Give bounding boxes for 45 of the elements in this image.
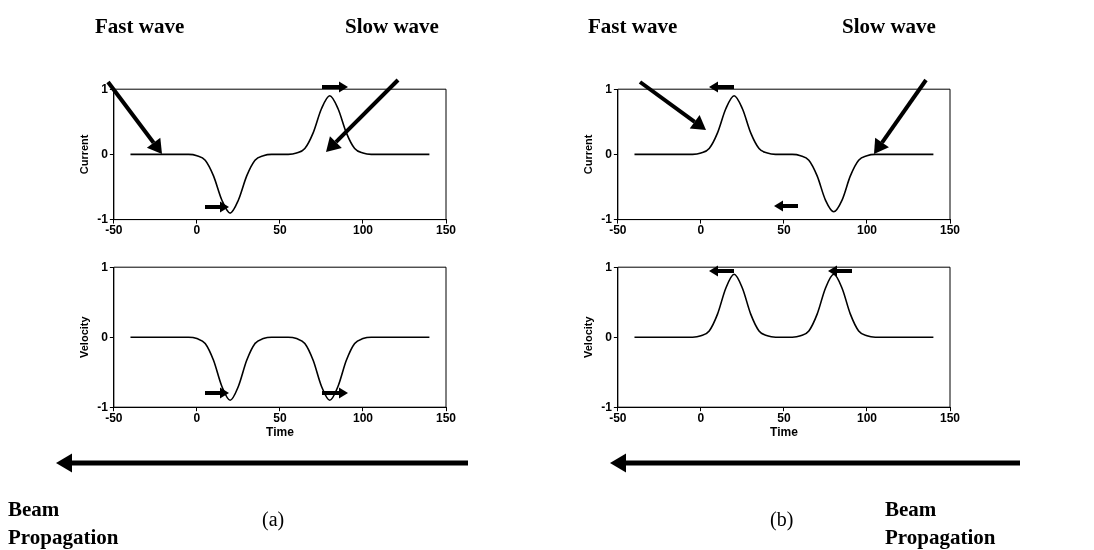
text: Slow wave [345, 13, 440, 40]
x-tick-label: 50 [273, 223, 287, 238]
y-tick-label: -1 [97, 211, 109, 226]
y-tick-label: 1 [605, 81, 613, 96]
x-tick-label: 100 [856, 410, 878, 425]
x-tick-label: 0 [697, 410, 705, 425]
x-tick-label: -50 [105, 223, 123, 238]
line-series [129, 336, 431, 401]
x-tick-label: 150 [939, 410, 961, 425]
line-series [633, 94, 935, 213]
y-axis-title: Current [581, 134, 594, 175]
y-tick-label: 1 [605, 259, 613, 274]
text: Slow wave [842, 13, 937, 40]
x-tick-label: 50 [273, 410, 287, 425]
x-tick-label: -50 [609, 223, 627, 238]
y-tick-label: 1 [101, 259, 109, 274]
text: Beam Propagation [885, 496, 997, 550]
y-axis-title: Velocity [581, 315, 594, 358]
y-axis-title: Velocity [77, 315, 90, 358]
y-tick-label: -1 [601, 211, 613, 226]
x-tick-label: 150 [939, 223, 961, 238]
y-tick-label: 0 [605, 329, 613, 344]
x-tick-label: 0 [193, 223, 201, 238]
x-tick-label: 50 [777, 410, 791, 425]
line-series [129, 94, 431, 214]
y-tick-label: 0 [605, 146, 613, 161]
x-tick-label: 0 [697, 223, 705, 238]
text: Beam Propagation [8, 496, 120, 550]
x-axis-title: Time [266, 425, 295, 440]
y-tick-label: 0 [101, 329, 109, 344]
x-tick-label: 100 [856, 223, 878, 238]
y-tick-label: 0 [101, 146, 109, 161]
text: (b) [770, 507, 795, 533]
x-tick-label: 150 [435, 410, 457, 425]
text: (a) [262, 507, 286, 533]
text: Fast wave [588, 13, 679, 40]
x-tick-label: 100 [352, 223, 374, 238]
text: Fast wave [95, 13, 186, 40]
y-tick-label: 1 [101, 81, 109, 96]
x-tick-label: 100 [352, 410, 374, 425]
x-tick-label: 150 [435, 223, 457, 238]
x-tick-label: 0 [193, 410, 201, 425]
x-axis-title: Time [770, 425, 799, 440]
x-tick-label: 50 [777, 223, 791, 238]
y-axis-title: Current [77, 134, 90, 175]
